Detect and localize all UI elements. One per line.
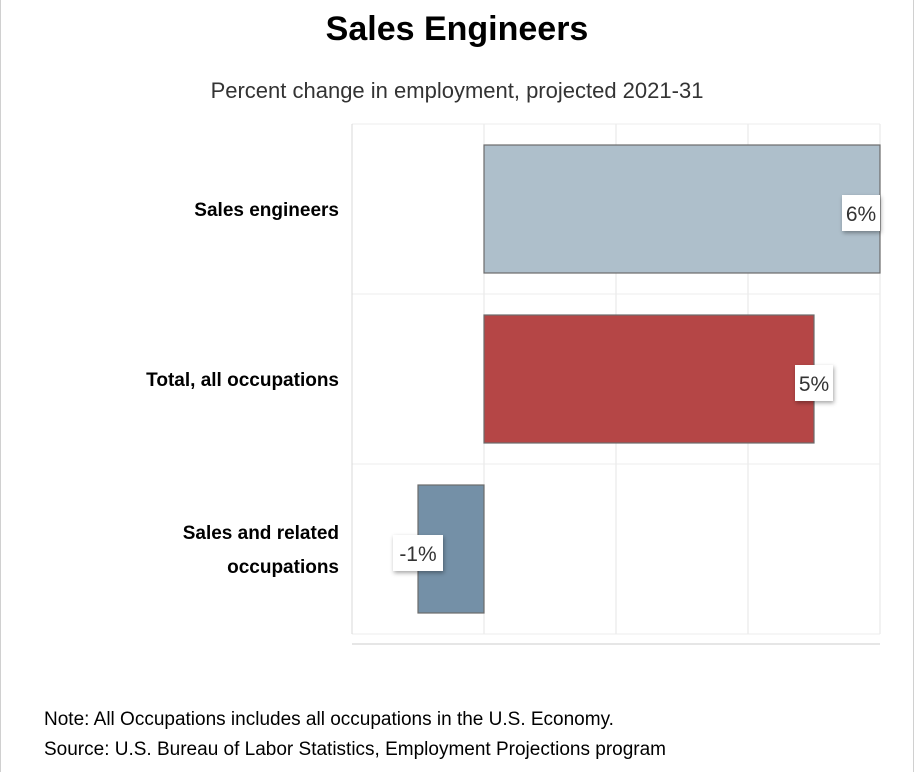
bars [417,144,881,614]
category-label: Total, all occupations [146,370,339,391]
bar [483,314,815,444]
category-labels: Sales engineers Total, all occupations Sal… [146,200,339,578]
category-label: Sales engineers [194,200,339,221]
data-labels: 6% 5% -1% [393,195,880,571]
data-label: 5% [795,365,833,401]
data-label-text: 6% [846,203,876,226]
bar [483,144,881,274]
data-label: 6% [842,195,880,231]
data-label-box [393,535,443,571]
note-text: Note: All Occupations includes all occup… [44,709,614,730]
data-label: -1% [393,535,443,571]
chart-title: Sales Engineers [325,10,589,48]
category-label: Sales and related occupations [183,523,339,578]
chart-subtitle: Percent change in employment, projected … [210,78,704,103]
data-label-box [842,195,880,231]
data-label-box [795,365,833,401]
source-text: Source: U.S. Bureau of Labor Statistics,… [44,739,666,760]
data-label-text: 5% [799,373,829,396]
data-label-text: -1% [399,543,436,566]
bar-chart: Sales engineers Total, all occupations Sal… [146,123,881,645]
